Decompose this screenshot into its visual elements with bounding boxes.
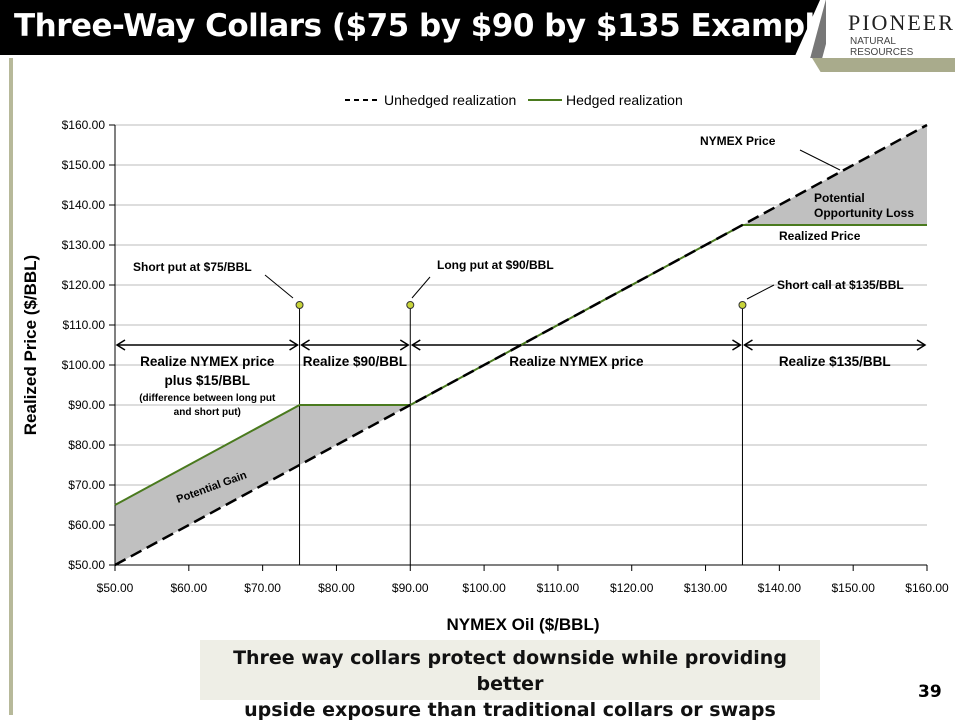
arrowhead [732, 339, 742, 351]
y-tick-label: $130.00 [62, 238, 106, 252]
region-note: (difference between long put [139, 393, 276, 404]
x-tick-label: $70.00 [244, 581, 281, 595]
arrowhead [399, 339, 410, 351]
arrowhead [743, 339, 753, 351]
x-tick-label: $130.00 [684, 581, 728, 595]
title-bar [0, 0, 820, 55]
y-tick-label: $50.00 [68, 558, 105, 572]
logo-subtext: NATURAL RESOURCES [850, 36, 914, 58]
marker-dot [406, 301, 415, 309]
x-tick-label: $120.00 [610, 581, 654, 595]
x-tick-label: $150.00 [831, 581, 875, 595]
caption-line-1: Three way collars protect downside while… [233, 647, 787, 695]
y-tick-label: $120.00 [62, 278, 106, 292]
opportunity-loss-label: Opportunity Loss [814, 206, 914, 220]
region-label: Realize NYMEX price [140, 354, 275, 369]
y-tick-label: $160.00 [62, 118, 106, 132]
x-tick-label: $50.00 [97, 581, 134, 595]
x-tick-label: $60.00 [170, 581, 207, 595]
arrowhead [410, 339, 421, 351]
page-title: Three-Way Collars ($75 by $90 by $135 Ex… [14, 8, 849, 44]
y-tick-label: $140.00 [62, 198, 106, 212]
logo-accent [812, 58, 955, 72]
pointer-arrow [799, 149, 841, 171]
left-accent-bar [9, 58, 13, 715]
marker-label-short-call: Short call at $135/BBL [777, 278, 904, 292]
region-label-2: plus $15/BBL [165, 373, 251, 388]
logo-text: PIONEER [848, 10, 955, 35]
x-tick-label: $100.00 [462, 581, 506, 595]
arrowhead [300, 339, 310, 351]
unhedged-line [114, 123, 928, 567]
opportunity-loss-label: Potential [814, 191, 865, 205]
region-label: Realize NYMEX price [509, 354, 644, 369]
y-tick-label: $110.00 [63, 318, 106, 332]
arrowhead [916, 339, 927, 351]
marker-label-short-put: Short put at $75/BBL [133, 260, 252, 274]
region-note: and short put) [174, 407, 241, 418]
marker-label-long-put: Long put at $90/BBL [437, 258, 554, 272]
region-label: Realize $135/BBL [779, 354, 891, 369]
y-tick-label: $70.00 [68, 478, 105, 492]
caption-box: Three way collars protect downside while… [200, 640, 820, 721]
marker-dot [295, 301, 304, 309]
pointer-arrow [264, 274, 294, 299]
x-tick-label: $160.00 [905, 581, 949, 595]
legend-label-unhedged: Unhedged realization [384, 92, 516, 108]
x-tick-label: $110.00 [537, 581, 580, 595]
y-tick-label: $90.00 [68, 398, 105, 412]
y-tick-label: $150.00 [62, 158, 106, 172]
x-axis-title: NYMEX Oil ($/BBL) [446, 615, 599, 634]
logo: PIONEER NATURAL RESOURCES [826, 0, 955, 58]
arrowhead [115, 339, 126, 351]
region-label: Realize $90/BBL [303, 354, 407, 369]
x-tick-label: $80.00 [318, 581, 355, 595]
nymex-price-label: NYMEX Price [700, 134, 776, 148]
y-tick-label: $100.00 [62, 358, 106, 372]
y-tick-label: $80.00 [68, 438, 105, 452]
caption-line-2: upside exposure than traditional collars… [244, 699, 776, 721]
marker-dot [738, 301, 747, 309]
collar-chart: $50.00 $60.00 $70.00 $80.00 $90.00 $100.00 $11… [21, 92, 949, 634]
page-number: 39 [918, 682, 942, 702]
x-tick-label: $90.00 [392, 581, 429, 595]
y-axis-title: Realized Price ($/BBL) [21, 255, 40, 435]
pointer-arrow [411, 276, 431, 299]
arrowhead [289, 339, 299, 351]
pointer-arrow [746, 284, 775, 300]
legend-label-hedged: Hedged realization [566, 92, 683, 108]
x-tick-label: $140.00 [758, 581, 802, 595]
realized-price-label: Realized Price [779, 229, 861, 243]
y-tick-label: $60.00 [68, 518, 105, 532]
